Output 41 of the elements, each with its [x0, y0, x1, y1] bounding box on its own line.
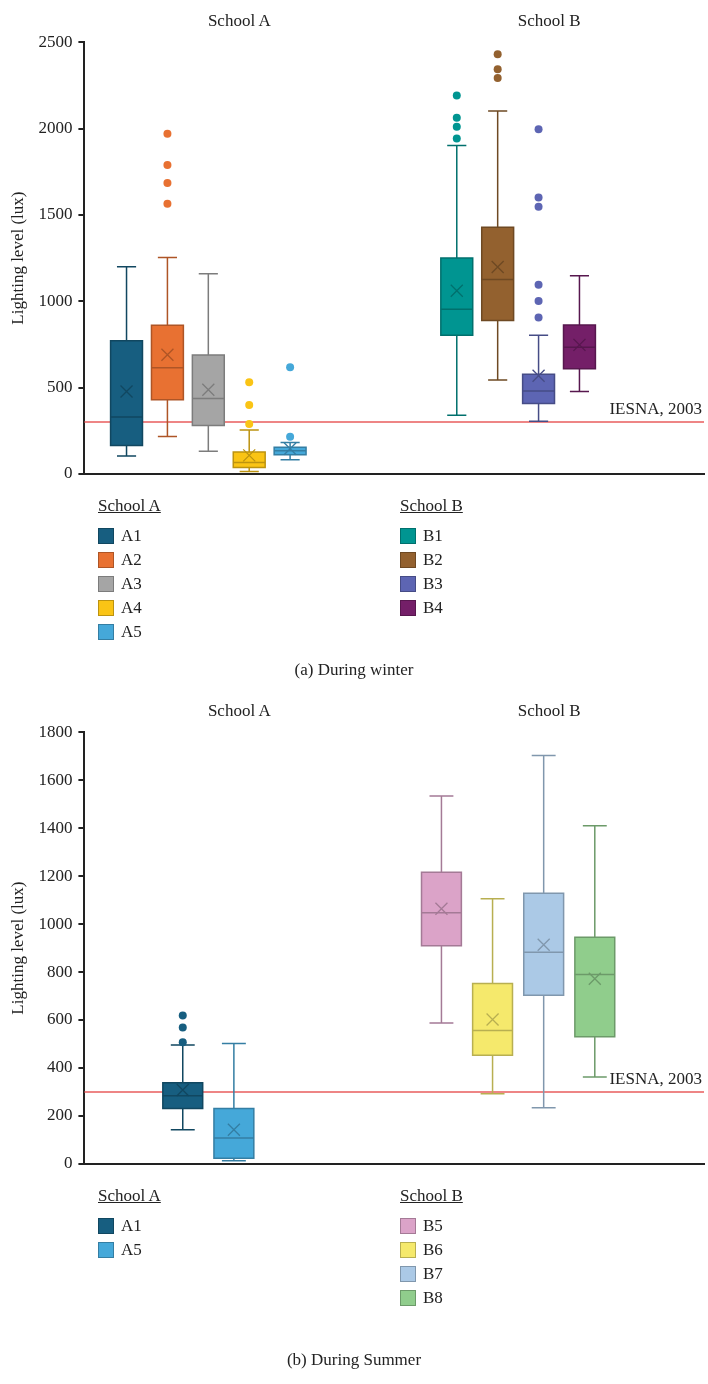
y-tick-label: 1000	[38, 913, 73, 933]
legend-label: B6	[423, 1240, 443, 1260]
category-label: School B	[400, 1186, 463, 1205]
legend-label: B5	[423, 1216, 443, 1236]
ref-line-label: IESNA, 2003	[609, 1068, 702, 1088]
category-label: School A	[98, 496, 161, 515]
y-tick-label: 500	[46, 376, 73, 396]
legend-label: B2	[423, 550, 443, 570]
legend-label: B3	[423, 574, 443, 594]
y-tick-label: 200	[46, 1105, 73, 1125]
legend-label: A1	[121, 1216, 142, 1236]
y-tick-label: 0	[63, 463, 73, 483]
y-tick-label: 2000	[38, 118, 73, 138]
y-tick-label: 0	[63, 1153, 73, 1173]
y-tick-label: 800	[46, 961, 73, 981]
y-tick-label: 1400	[38, 817, 73, 837]
y-axis-title: Lighting level (lux)	[7, 191, 27, 325]
y-tick-label: 1800	[38, 721, 73, 741]
y-tick-label: 2500	[38, 31, 73, 51]
legend-label: B7	[423, 1264, 443, 1284]
y-tick-label: 400	[46, 1057, 73, 1077]
legend-label: A5	[121, 622, 142, 642]
y-tick-label: 1000	[38, 290, 73, 310]
ref-line-label: IESNA, 2003	[609, 399, 702, 418]
category-label: School B	[400, 496, 463, 515]
legend-label: A5	[121, 1240, 142, 1260]
y-tick-label: 1600	[38, 769, 73, 789]
text: (a) During winter	[293, 660, 415, 681]
legend-label: B1	[423, 526, 443, 546]
legend-label: A3	[121, 574, 142, 594]
legend-label: B4	[423, 598, 443, 618]
y-axis-title: Lighting level (lux)	[7, 881, 27, 1015]
y-tick-label: 600	[46, 1009, 73, 1029]
legend-label: A2	[121, 550, 142, 570]
y-tick-label: 1500	[38, 204, 73, 224]
category-label: School A	[98, 1186, 161, 1205]
text: (b) During Summer	[285, 1350, 423, 1371]
legend-label: B8	[423, 1288, 443, 1308]
legend-label: A4	[121, 598, 142, 618]
y-tick-label: 1200	[38, 865, 73, 885]
legend-label: A1	[121, 526, 142, 546]
